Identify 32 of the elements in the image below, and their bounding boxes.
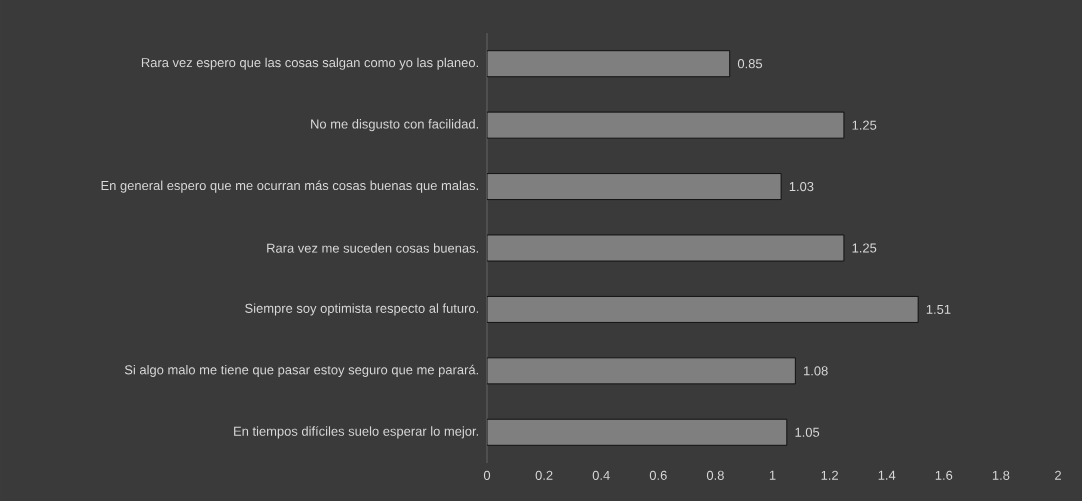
data-label: 1.03 bbox=[789, 181, 814, 192]
data-label: 1.25 bbox=[852, 243, 877, 253]
y-tick-label: En tiempos difíciles suelo esperar lo mejor. bbox=[234, 426, 479, 439]
bar bbox=[487, 234, 845, 262]
y-tick-label: Si algo malo me tiene que pasar estoy seguro que me parará. bbox=[124, 364, 478, 377]
x-tick-label: 0.6 bbox=[649, 470, 667, 480]
y-tick-label: Siempre soy optimista respecto al futuro. bbox=[245, 303, 479, 316]
data-label: 0.85 bbox=[737, 59, 763, 69]
x-tick-label: 0.4 bbox=[592, 470, 610, 480]
x-tick-label: 1.6 bbox=[935, 470, 953, 480]
y-tick-label: No me disgusto con facilidad. bbox=[311, 119, 479, 132]
x-tick-label: 0.2 bbox=[535, 470, 553, 480]
data-label: 1.25 bbox=[852, 120, 877, 130]
x-tick-label: 1 bbox=[769, 470, 776, 480]
x-tick-label: 1.4 bbox=[878, 470, 896, 480]
y-tick-label: En general espero que me ocurran más cosas buenas que malas. bbox=[101, 180, 478, 193]
y-tick-label: Rara vez espero que las cosas salgan como yo las planeo. bbox=[141, 57, 478, 70]
x-tick-label: 0.8 bbox=[706, 470, 724, 480]
data-label: 1.08 bbox=[804, 366, 828, 376]
data-label: 1.05 bbox=[795, 427, 820, 437]
bar bbox=[487, 173, 782, 200]
bar bbox=[487, 111, 845, 139]
x-tick-label: 1.8 bbox=[992, 470, 1010, 480]
y-tick-label: Rara vez me suceden cosas buenas. bbox=[267, 243, 479, 253]
x-tick-label: 1.2 bbox=[821, 470, 838, 480]
data-label: 1.51 bbox=[926, 304, 951, 314]
x-tick-label: 2 bbox=[1055, 470, 1061, 480]
bar bbox=[487, 357, 796, 385]
x-tick-label: 0 bbox=[483, 470, 491, 480]
bar bbox=[487, 50, 731, 78]
bar bbox=[487, 296, 919, 323]
bar bbox=[487, 418, 788, 446]
